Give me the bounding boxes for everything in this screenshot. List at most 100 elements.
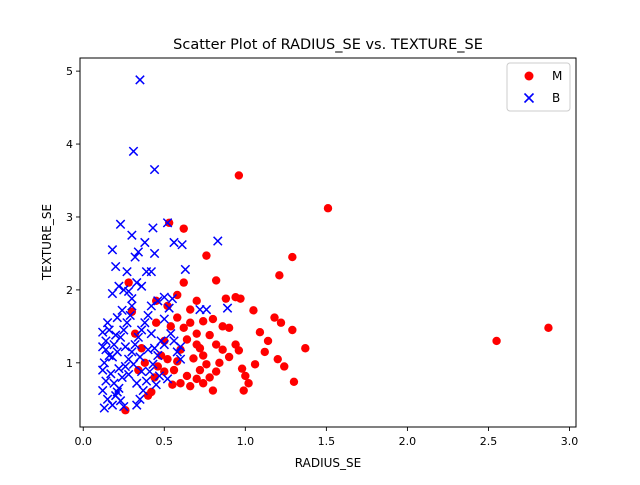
point-m	[211, 340, 221, 349]
chart-title: Scatter Plot of RADIUS_SE vs. TEXTURE_SE	[173, 37, 483, 53]
x-axis-label: RADIUS_SE	[295, 456, 361, 470]
point-m	[192, 329, 201, 338]
point-m	[121, 406, 130, 415]
point-m	[153, 362, 162, 371]
point-b	[151, 379, 161, 390]
point-m	[236, 294, 245, 303]
point-b	[154, 371, 165, 381]
point-b	[110, 261, 121, 272]
point-m	[323, 204, 333, 213]
plot-frame	[79, 57, 577, 428]
point-b	[101, 376, 111, 386]
point-b	[177, 239, 187, 250]
point-m	[280, 362, 289, 371]
point-b	[201, 304, 212, 315]
x-tick-label: 2.0	[399, 435, 417, 448]
point-b	[162, 218, 173, 228]
point-b	[133, 332, 144, 343]
point-b	[180, 264, 191, 275]
point-b	[101, 336, 111, 346]
point-m	[198, 379, 208, 388]
x-tick-label: 3.0	[561, 435, 579, 448]
point-b	[130, 252, 140, 262]
point-b	[127, 301, 137, 311]
point-m	[198, 317, 208, 326]
point-m	[189, 354, 198, 363]
point-b	[107, 352, 118, 362]
point-m	[208, 314, 218, 324]
point-m	[198, 351, 208, 360]
point-b	[130, 339, 140, 350]
legend-label-m: M	[552, 69, 562, 83]
point-b	[222, 303, 233, 313]
x-tick-label: 1.5	[318, 435, 336, 448]
point-b	[127, 230, 137, 240]
point-b	[97, 327, 108, 337]
point-m	[179, 224, 188, 233]
point-b	[148, 359, 158, 370]
point-m	[202, 360, 211, 369]
point-b	[120, 342, 131, 352]
point-m	[205, 373, 214, 382]
point-b	[164, 303, 174, 313]
point-b	[135, 352, 145, 362]
point-m	[211, 367, 221, 376]
point-m	[492, 336, 501, 346]
point-b	[107, 288, 118, 299]
point-b	[112, 312, 123, 323]
point-m	[288, 325, 297, 335]
point-m	[244, 379, 253, 388]
y-tick-label: 2	[66, 284, 73, 297]
x-tick-label: 0.0	[74, 435, 92, 448]
point-m	[301, 344, 310, 353]
point-b	[143, 310, 153, 321]
point-m	[195, 365, 205, 375]
legend: M B	[506, 62, 571, 112]
x-axis: 0.0 0.5 1.0 1.5 2.0 2.5 3.0	[74, 427, 578, 448]
point-m	[202, 251, 211, 260]
point-m	[249, 306, 258, 315]
point-m	[289, 377, 299, 386]
point-m	[182, 371, 192, 381]
point-b	[146, 266, 157, 277]
point-m	[224, 352, 234, 362]
x-tick-label: 0.5	[156, 435, 174, 448]
point-m	[241, 371, 250, 381]
point-b	[166, 328, 176, 339]
point-m	[231, 340, 240, 349]
legend-label-b: B	[552, 91, 560, 105]
y-axis: 1 2 3 4 5	[66, 65, 80, 370]
point-b	[135, 394, 145, 405]
point-b	[127, 347, 137, 357]
point-b	[131, 378, 142, 388]
y-tick-label: 3	[66, 211, 73, 224]
point-b	[149, 248, 160, 259]
point-b	[106, 369, 116, 379]
point-b	[117, 372, 127, 383]
point-b	[115, 396, 126, 406]
point-m	[221, 294, 231, 303]
series-m	[121, 171, 553, 415]
point-m	[255, 328, 265, 337]
point-b	[97, 365, 108, 375]
point-m	[544, 323, 553, 333]
point-b	[167, 293, 178, 304]
point-b	[175, 342, 186, 352]
point-b	[133, 247, 144, 257]
point-b	[120, 361, 131, 372]
point-m	[169, 365, 179, 375]
series-b	[97, 75, 233, 413]
point-b	[97, 385, 108, 396]
point-m	[151, 318, 161, 327]
point-m	[173, 313, 182, 322]
point-b	[114, 363, 124, 374]
point-m	[218, 322, 227, 331]
point-b	[104, 325, 114, 335]
point-b	[119, 401, 129, 412]
point-m	[205, 330, 214, 340]
legend-marker-m	[524, 71, 534, 81]
point-b	[159, 292, 170, 302]
point-b	[112, 387, 123, 397]
